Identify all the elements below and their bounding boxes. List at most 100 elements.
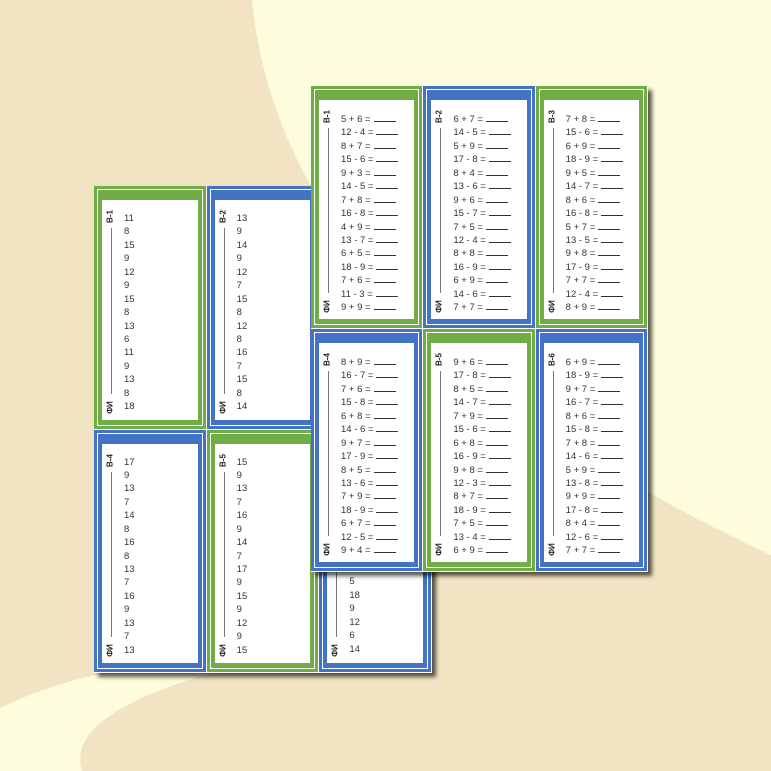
answer-item: 8 bbox=[124, 306, 135, 319]
exercise-text: 8 + 5 = bbox=[341, 464, 371, 476]
answer-item: 9 bbox=[124, 603, 135, 616]
exercise-item: 5 + 6 = bbox=[341, 112, 398, 125]
answer-item: 17 bbox=[124, 456, 135, 469]
exercise-text: 14 - 5 = bbox=[453, 127, 486, 139]
exercise-item: 8 + 5 = bbox=[453, 382, 510, 395]
answer-text: 11 bbox=[124, 213, 134, 224]
answer-text: 13 bbox=[124, 564, 135, 575]
answer-item: 8 bbox=[237, 387, 248, 400]
variant-card: В-5 ФИ 15 9 13 7 16 9 14 7 17 9 15 9 12 9 15 bbox=[206, 429, 320, 673]
answer-text: 8 bbox=[124, 387, 130, 399]
answer-text: 8 bbox=[236, 307, 242, 319]
answer-blank bbox=[376, 233, 399, 243]
answer-blank bbox=[488, 422, 511, 433]
answer-blank bbox=[488, 179, 511, 190]
answer-text: 16 bbox=[124, 590, 135, 602]
exercise-text: 16 - 9 = bbox=[453, 451, 486, 463]
answer-item: 14 bbox=[237, 400, 248, 413]
answer-blank bbox=[601, 152, 624, 163]
exercise-text: 6 + 9 = bbox=[565, 140, 596, 152]
variant-card: В-2 ФИ 13 9 14 9 12 7 15 8 12 8 16 7 15 8 14 bbox=[206, 186, 320, 430]
exercise-text: 15 - 6 = bbox=[341, 154, 374, 166]
answer-text: 15 bbox=[236, 293, 248, 305]
answer-item: 14 bbox=[124, 509, 135, 522]
name-label: ФИ bbox=[322, 543, 332, 556]
answer-text: 12 bbox=[236, 266, 248, 278]
answer-item: 13 bbox=[124, 482, 135, 495]
item-list: 6 + 9 = 18 - 9 = 9 + 7 = 16 - 7 = 8 + 6 = 15 … bbox=[565, 355, 624, 556]
exercise-item: 13 - 8 = bbox=[566, 476, 624, 489]
answer-text: 8 bbox=[236, 387, 242, 399]
variant-label: В-2 bbox=[434, 110, 444, 123]
exercise-item: 15 - 7 = bbox=[453, 206, 511, 219]
answer-blank bbox=[601, 179, 624, 190]
answer-text: 17 bbox=[124, 456, 135, 468]
answer-blank bbox=[598, 246, 621, 257]
exercise-text: 6 + 9 = bbox=[453, 275, 483, 287]
exercise-item: 7 + 5 = bbox=[453, 516, 510, 529]
answer-blank bbox=[375, 287, 398, 297]
answer-item: 14 bbox=[237, 536, 248, 549]
exercise-item: 6 + 9 = bbox=[566, 139, 623, 152]
answer-item: 8 bbox=[124, 523, 135, 536]
answer-item: 15 bbox=[237, 373, 248, 386]
exercise-item: 6 + 9 = bbox=[566, 355, 623, 368]
exercise-text: 4 + 9 = bbox=[341, 221, 371, 233]
exercise-text: 17 - 9 = bbox=[565, 261, 599, 273]
answer-blank bbox=[598, 139, 621, 149]
answer-item: 18 bbox=[349, 589, 360, 602]
exercise-text: 7 + 7 = bbox=[453, 302, 483, 314]
answer-blank bbox=[373, 436, 396, 446]
exercise-item: 9 + 9 = bbox=[341, 300, 398, 313]
exercise-text: 8 + 8 = bbox=[453, 248, 483, 260]
answer-text: 13 bbox=[124, 483, 135, 495]
answer-text: 8 bbox=[124, 550, 130, 562]
answer-text: 14 bbox=[236, 401, 248, 413]
exercise-text: 8 + 4 = bbox=[565, 518, 596, 530]
exercise-item: 9 + 6 = bbox=[453, 193, 510, 206]
answer-item: 18 bbox=[124, 400, 135, 413]
answer-blank bbox=[601, 476, 624, 486]
answer-text: 18 bbox=[349, 589, 360, 601]
answer-item: 7 bbox=[124, 576, 135, 589]
answer-item: 11 bbox=[124, 346, 135, 359]
answer-blank bbox=[376, 476, 399, 486]
exercise-item: 17 - 9 = bbox=[565, 260, 624, 273]
exercise-item: 11 - 3 = bbox=[341, 287, 398, 300]
card-frame bbox=[426, 332, 532, 568]
answer-text: 9 bbox=[349, 603, 355, 615]
name-label: ФИ bbox=[434, 300, 444, 313]
answer-text: 15 bbox=[124, 293, 135, 305]
exercise-text: 17 - 9 = bbox=[341, 451, 374, 463]
exercise-item: 7 + 8 = bbox=[566, 112, 623, 125]
exercise-text: 7 + 5 = bbox=[453, 221, 483, 233]
answer-blank bbox=[373, 300, 396, 311]
answer-item: 15 bbox=[237, 590, 248, 603]
exercise-text: 7 + 5 = bbox=[453, 518, 483, 530]
answer-blank bbox=[485, 436, 508, 446]
answer-item: 15 bbox=[237, 456, 248, 469]
exercise-item: 8 + 6 = bbox=[566, 193, 623, 206]
answer-blank bbox=[598, 273, 621, 284]
exercise-text: 9 + 8 = bbox=[565, 248, 596, 260]
exercise-text: 16 - 7 = bbox=[565, 397, 599, 409]
answer-item: 7 bbox=[237, 496, 248, 509]
name-line bbox=[440, 128, 442, 293]
answer-blank bbox=[598, 516, 621, 527]
name-line bbox=[111, 471, 112, 637]
exercise-item: 18 - 9 = bbox=[341, 260, 399, 273]
answer-text: 8 bbox=[124, 226, 130, 238]
name-line bbox=[111, 228, 112, 394]
answer-text: 14 bbox=[349, 643, 360, 655]
answer-text: 9 bbox=[124, 604, 130, 616]
answer-blank bbox=[598, 112, 621, 122]
answer-blank bbox=[373, 112, 396, 122]
answer-text: 7 bbox=[236, 280, 242, 292]
variant-card: В-5 ФИ 9 + 6 = 17 - 8 = 8 + 5 = 14 - 7 = 7 + 9… bbox=[423, 329, 536, 572]
answer-blank bbox=[373, 193, 396, 203]
answer-blank bbox=[488, 233, 511, 243]
exercise-text: 17 - 8 = bbox=[453, 370, 486, 382]
exercise-text: 11 - 3 = bbox=[341, 288, 373, 300]
answer-item: 12 bbox=[349, 616, 360, 629]
answer-item: 8 bbox=[124, 387, 135, 400]
